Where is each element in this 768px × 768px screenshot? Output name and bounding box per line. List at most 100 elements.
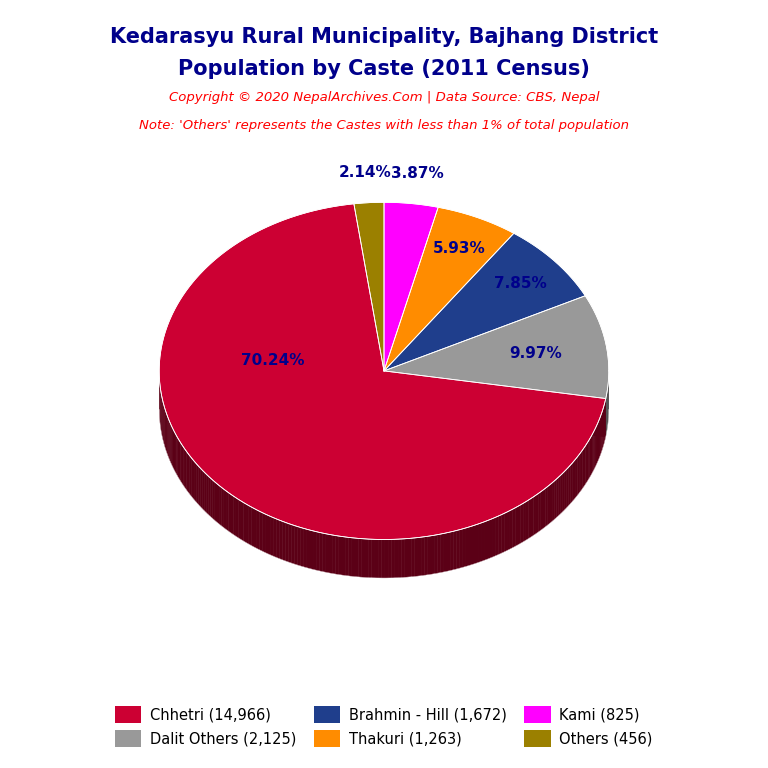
Polygon shape (428, 536, 431, 574)
Polygon shape (385, 539, 388, 578)
Polygon shape (198, 466, 200, 507)
Polygon shape (478, 523, 481, 563)
Polygon shape (567, 467, 568, 508)
Polygon shape (590, 437, 591, 478)
Polygon shape (444, 533, 447, 572)
Polygon shape (197, 464, 198, 505)
Polygon shape (536, 494, 538, 534)
Polygon shape (584, 445, 585, 486)
Polygon shape (238, 499, 241, 539)
Polygon shape (204, 472, 207, 513)
Polygon shape (241, 501, 243, 541)
Polygon shape (378, 539, 382, 578)
Polygon shape (434, 535, 438, 574)
Polygon shape (271, 517, 273, 556)
Polygon shape (534, 495, 536, 535)
Polygon shape (273, 518, 276, 558)
Polygon shape (355, 538, 359, 577)
Text: 3.87%: 3.87% (391, 166, 444, 181)
Polygon shape (159, 204, 606, 539)
Polygon shape (300, 528, 303, 567)
Polygon shape (582, 448, 584, 488)
Polygon shape (581, 450, 582, 491)
Polygon shape (219, 485, 221, 526)
Polygon shape (273, 518, 276, 558)
Polygon shape (349, 538, 352, 576)
Polygon shape (207, 474, 208, 515)
Polygon shape (450, 531, 453, 571)
Polygon shape (441, 534, 444, 573)
Polygon shape (515, 506, 518, 546)
Polygon shape (590, 437, 591, 478)
Polygon shape (213, 480, 215, 521)
Polygon shape (219, 485, 221, 526)
Polygon shape (333, 535, 336, 574)
Polygon shape (319, 532, 323, 571)
Polygon shape (346, 537, 349, 576)
Polygon shape (538, 492, 541, 532)
Polygon shape (574, 458, 576, 499)
Polygon shape (226, 491, 229, 531)
Polygon shape (200, 468, 202, 508)
Polygon shape (498, 515, 502, 554)
Polygon shape (197, 464, 198, 505)
Polygon shape (405, 538, 408, 578)
Polygon shape (326, 534, 329, 573)
Polygon shape (438, 534, 441, 573)
Polygon shape (576, 457, 578, 498)
Polygon shape (585, 443, 587, 485)
Polygon shape (558, 475, 561, 515)
Polygon shape (251, 507, 254, 547)
Polygon shape (254, 508, 257, 548)
Polygon shape (487, 520, 490, 559)
Polygon shape (246, 504, 249, 544)
Polygon shape (561, 473, 563, 514)
Polygon shape (505, 512, 507, 552)
Polygon shape (576, 457, 578, 498)
Polygon shape (418, 537, 421, 576)
Text: Copyright © 2020 NepalArchives.Com | Data Source: CBS, Nepal: Copyright © 2020 NepalArchives.Com | Dat… (169, 91, 599, 104)
Polygon shape (384, 296, 609, 399)
Polygon shape (388, 539, 392, 578)
Polygon shape (531, 497, 534, 537)
Polygon shape (170, 424, 172, 465)
Polygon shape (175, 433, 177, 474)
Polygon shape (292, 525, 294, 564)
Polygon shape (408, 538, 412, 577)
Polygon shape (349, 538, 352, 576)
Polygon shape (564, 469, 567, 510)
Polygon shape (478, 523, 481, 563)
Polygon shape (395, 539, 398, 578)
Polygon shape (200, 468, 202, 508)
Polygon shape (543, 488, 545, 528)
Polygon shape (567, 467, 568, 508)
Polygon shape (561, 473, 563, 514)
Polygon shape (554, 479, 557, 519)
Polygon shape (223, 489, 226, 529)
Polygon shape (195, 462, 197, 502)
Polygon shape (498, 515, 502, 554)
Polygon shape (294, 525, 297, 565)
Polygon shape (263, 513, 265, 552)
Polygon shape (528, 498, 531, 538)
Polygon shape (466, 527, 469, 567)
Polygon shape (431, 535, 434, 574)
Polygon shape (598, 420, 599, 462)
Polygon shape (354, 202, 384, 371)
Polygon shape (469, 526, 472, 565)
Polygon shape (280, 520, 283, 560)
Polygon shape (359, 538, 362, 578)
Polygon shape (512, 508, 515, 548)
Polygon shape (466, 527, 469, 567)
Polygon shape (346, 537, 349, 576)
Polygon shape (493, 517, 496, 557)
Polygon shape (382, 539, 385, 578)
Polygon shape (453, 531, 456, 570)
Polygon shape (355, 538, 359, 577)
Polygon shape (585, 443, 587, 485)
Polygon shape (238, 499, 241, 539)
Polygon shape (472, 525, 475, 564)
Polygon shape (388, 539, 392, 578)
Polygon shape (599, 418, 600, 458)
Polygon shape (210, 478, 213, 518)
